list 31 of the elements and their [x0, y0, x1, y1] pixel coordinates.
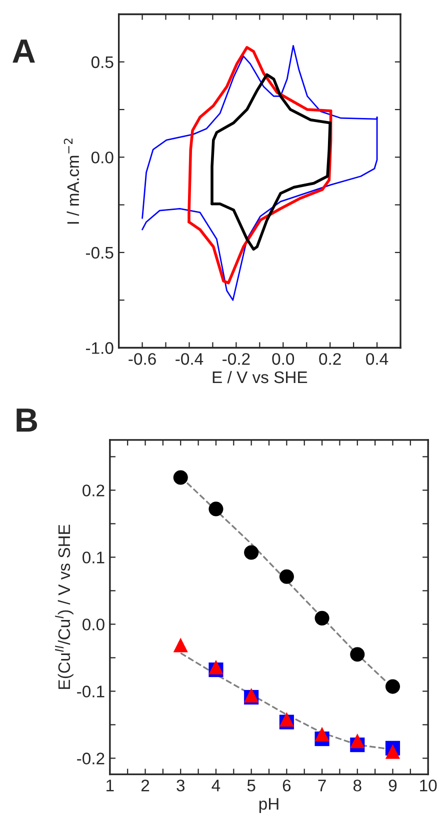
x-tick-label: 10	[420, 780, 437, 792]
y-axis-title: I / mA.cm$^{−2}$	[64, 138, 80, 224]
x-tick-label: 4	[212, 780, 220, 792]
y-tick-label: -0.1	[77, 686, 104, 698]
x-tick-label: 0.2	[319, 353, 341, 365]
y-tick-label: -0.5	[86, 246, 114, 259]
x-tick-label: 1	[106, 780, 114, 792]
x-axis-title: E / V vs SHE	[212, 370, 308, 384]
y-tick-label: 0.1	[82, 552, 104, 564]
y-tick-label: 0.5	[91, 56, 114, 68]
x-tick-label: 0.4	[366, 353, 388, 365]
x-tick-label: 8	[353, 780, 362, 792]
y-tick-label: -1.0	[86, 342, 114, 354]
text: A	[12, 40, 35, 63]
x-tick-label: 6	[282, 780, 291, 792]
x-tick-label: -0.4	[176, 353, 204, 365]
x-tick-label: 9	[388, 780, 397, 792]
x-tick-label: 7	[318, 780, 326, 792]
x-tick-label: -0.6	[128, 353, 156, 365]
x-tick-label: 5	[247, 780, 256, 792]
y-tick-label: 0.0	[91, 152, 114, 164]
x-tick-label: 3	[176, 780, 185, 792]
x-axis-title: pH	[259, 798, 278, 814]
x-tick-label: 0.0	[272, 353, 294, 365]
x-tick-label: 2	[141, 780, 150, 792]
chart-title: B	[16, 408, 38, 432]
x-tick-label: -0.2	[222, 353, 250, 365]
y-axis-title: E(Cu$^{II}$/Cu$^{I}$) / V vs SHE	[55, 524, 74, 689]
y-tick-label: 0.0	[82, 618, 104, 630]
y-tick-label: 0.2	[82, 484, 104, 496]
y-tick-label: -0.2	[77, 752, 104, 764]
